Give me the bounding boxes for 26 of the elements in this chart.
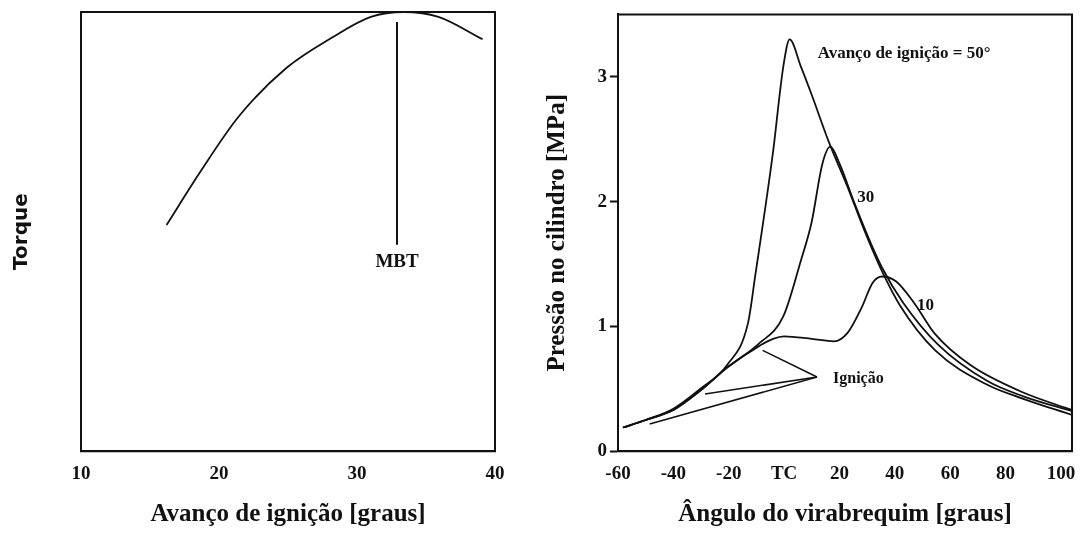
y-tick-label: 1 bbox=[597, 314, 607, 336]
x-tick-label: 30 bbox=[347, 461, 367, 483]
series-label: 10 bbox=[917, 294, 935, 314]
x-tick-label: 20 bbox=[829, 461, 849, 483]
x-tick-label: -60 bbox=[605, 461, 631, 483]
ref-line-label: MBT bbox=[375, 250, 419, 272]
x-tick-label: TC bbox=[770, 461, 798, 483]
series-label: Avanço de ignição = 50° bbox=[817, 42, 991, 62]
y-axis-title: Torque bbox=[8, 193, 33, 270]
x-axis-title: Ângulo do virabrequim [graus] bbox=[678, 499, 1012, 527]
y-tick-label: 3 bbox=[597, 64, 607, 86]
y-tick-label: 0 bbox=[597, 439, 607, 461]
series-label: 30 bbox=[857, 187, 875, 207]
x-tick-label: 10 bbox=[71, 461, 91, 483]
x-tick-label: 80 bbox=[996, 461, 1016, 483]
x-tick-label: -40 bbox=[660, 461, 687, 483]
x-tick-label: 60 bbox=[940, 461, 960, 483]
x-axis-title: Avanço de ignição [graus] bbox=[150, 499, 426, 527]
y-tick-label: 2 bbox=[597, 189, 607, 211]
x-tick-label: 20 bbox=[209, 461, 229, 483]
x-tick-label: 40 bbox=[885, 461, 905, 483]
y-axis-title: Pressão no cilindro [MPa] bbox=[542, 94, 570, 372]
annotation: Ignição bbox=[833, 369, 884, 388]
x-tick-label: 100 bbox=[1046, 461, 1076, 483]
x-tick-label: 40 bbox=[485, 461, 505, 483]
x-tick-label: -20 bbox=[716, 461, 742, 483]
